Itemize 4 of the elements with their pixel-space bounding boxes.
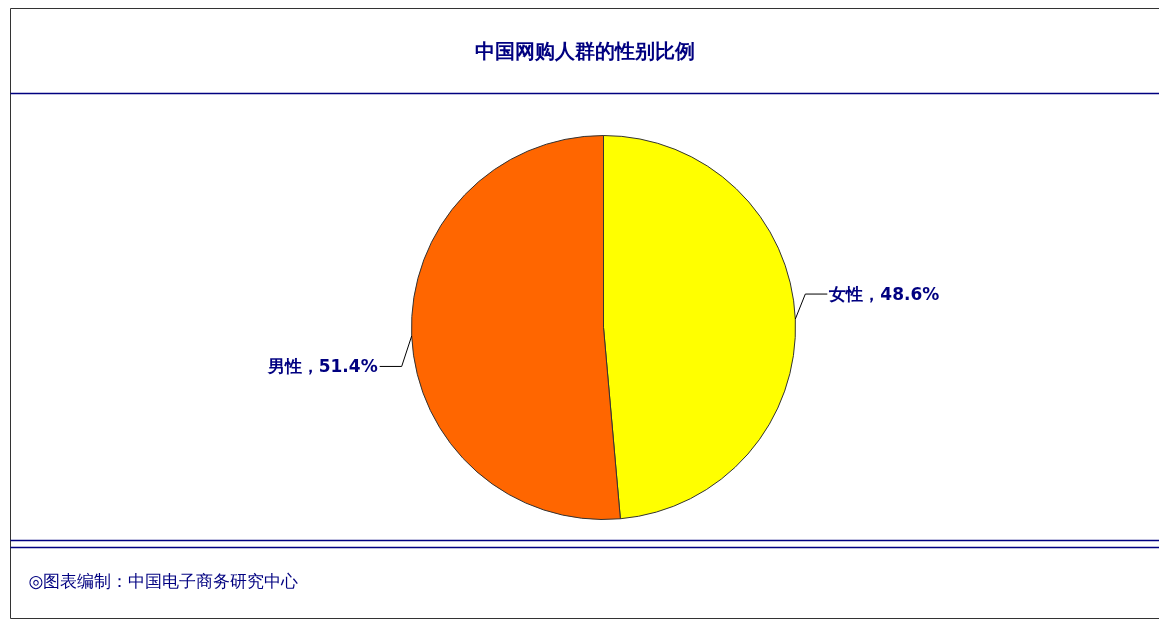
chart-title: 中国网购人群的性别比例 [475,38,695,63]
slice-label: 女性，48.6% [828,284,940,305]
text: ◎图表编制：中国电子商务研究中心 [28,570,299,591]
slice-label: 男性，51.4% [266,356,378,377]
